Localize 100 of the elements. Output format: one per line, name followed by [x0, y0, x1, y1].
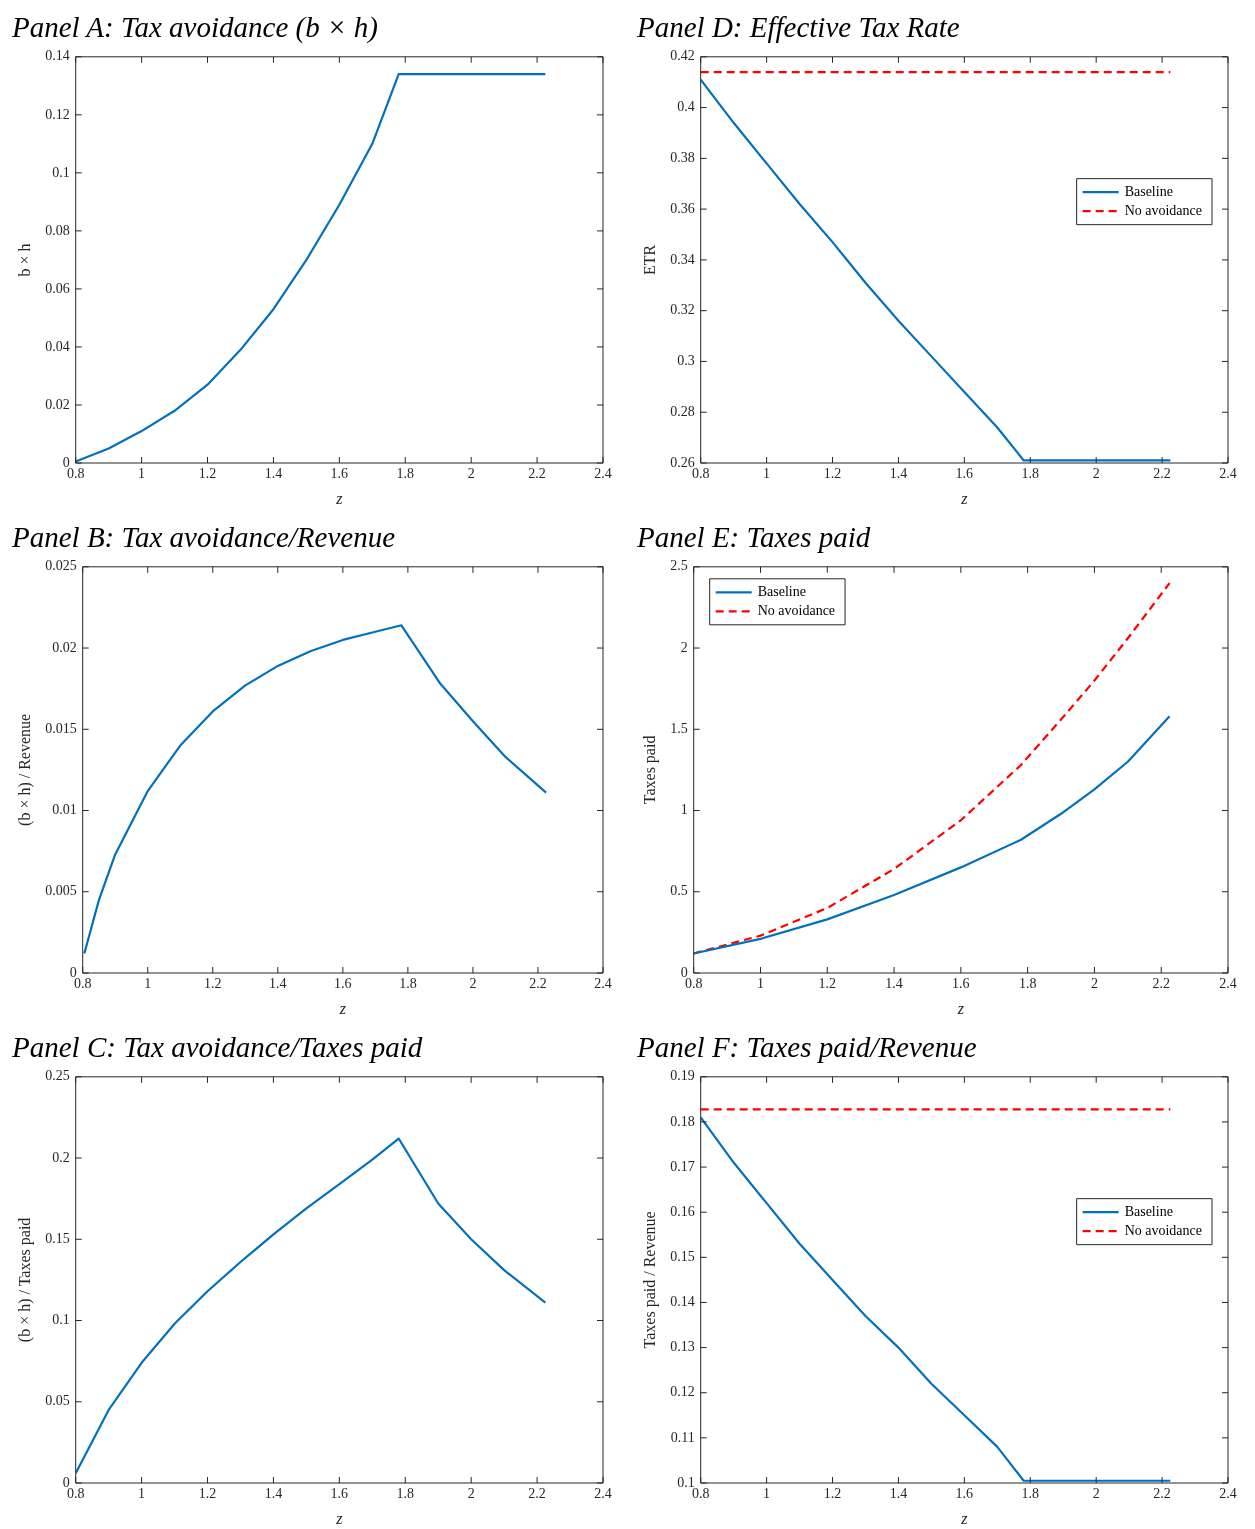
x-tick-label: 0.8: [66, 1486, 85, 1502]
x-tick-label: 0.8: [66, 466, 85, 482]
y-tick-label: 0.005: [45, 883, 77, 899]
y-tick-label: 2: [680, 639, 688, 655]
x-tick-label: 2.2: [1153, 1486, 1171, 1502]
x-tick-label: 1.8: [1021, 466, 1040, 482]
x-tick-label: 2.4: [1219, 466, 1237, 482]
y-tick-label: 0.02: [52, 639, 77, 655]
y-tick-label: 0.14: [670, 1294, 695, 1310]
chart-title: Panel A: Tax avoidance (b × h): [11, 11, 378, 45]
legend-label: No avoidance: [1124, 202, 1202, 218]
x-tick-label: 2.2: [1153, 466, 1171, 482]
x-tick-label: 1.8: [396, 466, 415, 482]
y-tick-label: 0.19: [670, 1068, 695, 1084]
y-tick-label: 0.13: [670, 1339, 695, 1355]
x-tick-label: 1.6: [955, 466, 974, 482]
x-tick-label: 1.4: [885, 976, 903, 992]
x-tick-label: 2.4: [594, 466, 612, 482]
x-axis-title: z: [335, 489, 344, 507]
x-tick-label: 2: [1092, 1486, 1100, 1502]
y-tick-label: 1: [680, 802, 688, 818]
y-tick-label: 0.01: [52, 802, 77, 818]
y-tick-label: 2.5: [670, 558, 688, 574]
y-tick-label: 0.34: [670, 251, 695, 267]
x-tick-label: 1.2: [198, 466, 217, 482]
x-tick-label: 2: [467, 1486, 475, 1502]
x-tick-label: 1.4: [264, 466, 283, 482]
y-tick-label: 0.15: [670, 1249, 695, 1265]
chart-title: Panel F: Taxes paid/Revenue: [636, 1031, 977, 1064]
chart-title: Panel D: Effective Tax Rate: [636, 11, 960, 44]
y-tick-label: 0.4: [677, 99, 695, 115]
x-axis-title: z: [335, 1509, 344, 1527]
x-tick-label: 1.4: [889, 466, 908, 482]
y-axis-title: b × h: [15, 243, 33, 277]
x-tick-label: 2: [1090, 976, 1098, 992]
y-tick-label: 0.18: [670, 1113, 695, 1129]
x-tick-label: 2.4: [1219, 976, 1237, 992]
legend-label: Baseline: [757, 583, 806, 599]
y-tick-label: 0.06: [45, 280, 70, 296]
y-tick-label: 0.04: [45, 338, 70, 354]
x-tick-label: 1: [763, 466, 771, 482]
x-tick-label: 1.4: [269, 976, 287, 992]
y-tick-label: 0.42: [670, 48, 695, 64]
y-tick-label: 0.12: [45, 106, 70, 122]
x-tick-label: 1.2: [823, 466, 842, 482]
x-tick-label: 1.6: [330, 466, 349, 482]
y-tick-label: 0.2: [52, 1149, 70, 1165]
x-tick-label: 1: [763, 1486, 771, 1502]
y-axis-title: Taxes paid: [640, 735, 659, 805]
x-tick-label: 1: [138, 466, 146, 482]
x-tick-label: 2.2: [528, 1486, 546, 1502]
x-axis-title: z: [956, 999, 965, 1017]
y-tick-label: 1.5: [670, 720, 688, 736]
x-tick-label: 1.8: [399, 976, 417, 992]
y-tick-label: 0.17: [670, 1158, 695, 1174]
x-tick-label: 1.2: [204, 976, 222, 992]
x-tick-label: 0.8: [684, 976, 703, 992]
y-tick-label: 0.11: [670, 1429, 695, 1445]
x-tick-label: 1.8: [1021, 1486, 1040, 1502]
y-tick-label: 0.1: [52, 1312, 70, 1328]
y-tick-label: 0.015: [45, 720, 77, 736]
y-tick-label: 0.02: [45, 396, 70, 412]
x-tick-label: 2.2: [529, 976, 547, 992]
y-tick-label: 0.25: [45, 1068, 70, 1084]
y-axis-title: (b × h) / Taxes paid: [15, 1217, 34, 1343]
chart-title: Panel B: Tax avoidance/Revenue: [11, 521, 396, 554]
x-tick-label: 1.4: [264, 1486, 283, 1502]
x-tick-label: 1.8: [1018, 976, 1037, 992]
legend-label: No avoidance: [757, 602, 836, 618]
y-axis-title: Taxes paid / Revenue: [640, 1211, 659, 1349]
x-tick-label: 1.2: [818, 976, 837, 992]
x-tick-label: 0.8: [73, 976, 92, 992]
x-tick-label: 2.4: [1219, 1486, 1237, 1502]
x-tick-label: 1: [138, 1486, 146, 1502]
x-axis-title: z: [338, 999, 347, 1017]
y-axis-title: ETR: [640, 244, 658, 276]
y-tick-label: 0.05: [45, 1393, 70, 1409]
x-tick-label: 1.6: [334, 976, 352, 992]
y-tick-label: 0.12: [670, 1384, 695, 1400]
x-tick-label: 0.8: [691, 1486, 710, 1502]
y-tick-label: 0.38: [670, 150, 695, 166]
x-tick-label: 1.6: [955, 1486, 974, 1502]
legend-label: Baseline: [1124, 1203, 1173, 1219]
x-tick-label: 2.2: [1152, 976, 1170, 992]
y-tick-label: 0.1: [52, 164, 70, 180]
x-tick-label: 1.2: [198, 1486, 217, 1502]
y-tick-label: 0.5: [670, 883, 688, 899]
x-tick-label: 2: [469, 976, 477, 992]
x-tick-label: 2: [1092, 466, 1100, 482]
x-tick-label: 2.4: [594, 976, 612, 992]
x-tick-label: 1.6: [952, 976, 970, 992]
chart-title: Panel C: Tax avoidance/Taxes paid: [11, 1031, 423, 1064]
y-tick-label: 0.025: [45, 558, 77, 574]
y-tick-label: 0.3: [677, 353, 695, 369]
x-tick-label: 1.8: [396, 1486, 415, 1502]
y-tick-label: 0.14: [45, 48, 70, 64]
x-tick-label: 2.4: [594, 1486, 612, 1502]
chart-title: Panel E: Taxes paid: [636, 521, 871, 554]
x-tick-label: 2: [467, 466, 475, 482]
legend-label: No avoidance: [1124, 1222, 1202, 1238]
